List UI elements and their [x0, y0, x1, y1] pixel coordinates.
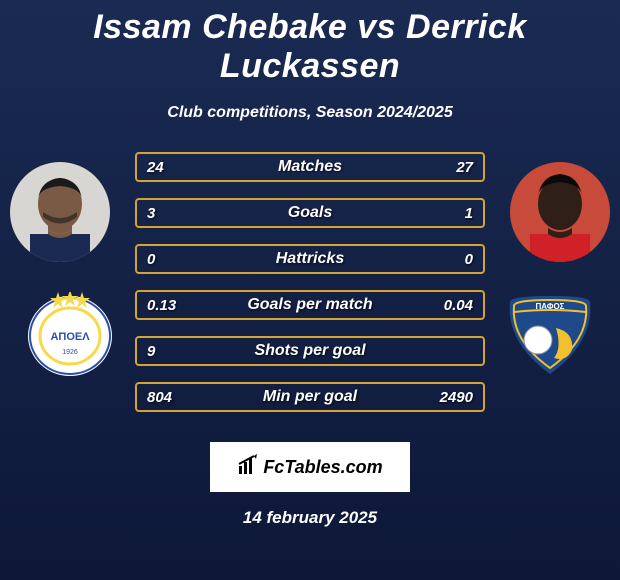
svg-text:1926: 1926 — [62, 349, 78, 356]
stat-row-gpm: 0.13 Goals per match 0.04 — [135, 290, 485, 320]
stat-row-hattricks: 0 Hattricks 0 — [135, 244, 485, 274]
brand-badge: FcTables.com — [210, 442, 410, 492]
stat-label: Matches — [278, 158, 342, 176]
stat-row-goals: 3 Goals 1 — [135, 198, 485, 228]
stat-left-value: 9 — [147, 343, 155, 360]
stat-right-value: 27 — [456, 159, 473, 176]
brand-icon — [237, 454, 259, 481]
stat-row-matches: 24 Matches 27 — [135, 152, 485, 182]
stat-left-value: 3 — [147, 205, 155, 222]
stat-right-value: 0 — [465, 251, 473, 268]
player-left-club-badge: ΑΠΟΕΛ 1926 — [20, 292, 120, 376]
stat-row-spg: 9 Shots per goal — [135, 336, 485, 366]
stat-label: Goals — [288, 204, 332, 222]
stat-right-value: 2490 — [440, 389, 473, 406]
stat-right-value: 0.04 — [444, 297, 473, 314]
brand-text: FcTables.com — [263, 457, 382, 478]
stat-left-value: 804 — [147, 389, 172, 406]
page-title: Issam Chebake vs Derrick Luckassen — [0, 0, 620, 86]
stat-label: Hattricks — [276, 250, 344, 268]
stats-table: 24 Matches 27 3 Goals 1 0 Hattricks 0 0.… — [135, 152, 485, 428]
date-label: 14 february 2025 — [0, 508, 620, 528]
stat-left-value: 24 — [147, 159, 164, 176]
stat-label: Min per goal — [263, 388, 357, 406]
stat-right-value: 1 — [465, 205, 473, 222]
stat-label: Goals per match — [247, 296, 372, 314]
stat-left-value: 0 — [147, 251, 155, 268]
stat-row-mpg: 804 Min per goal 2490 — [135, 382, 485, 412]
svg-text:ΑΠΟΕΛ: ΑΠΟΕΛ — [50, 331, 90, 343]
stat-label: Shots per goal — [254, 342, 365, 360]
player-right-club-badge: ΠΑΦΟΣ — [500, 292, 600, 376]
player-right-avatar — [510, 162, 610, 262]
svg-text:ΠΑΦΟΣ: ΠΑΦΟΣ — [536, 302, 565, 311]
comparison-area: ΑΠΟΕΛ 1926 ΠΑΦΟΣ 24 Matches 27 3 Goals 1… — [0, 152, 620, 432]
player-left-avatar — [10, 162, 110, 262]
subtitle: Club competitions, Season 2024/2025 — [0, 104, 620, 122]
stat-left-value: 0.13 — [147, 297, 176, 314]
